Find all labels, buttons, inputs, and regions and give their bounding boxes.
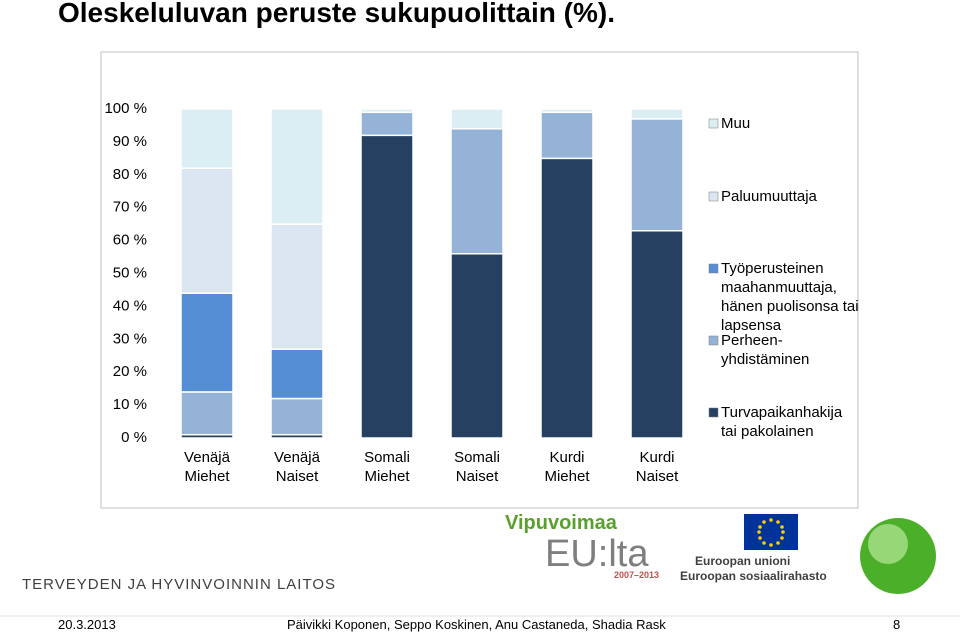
bar-segment (180, 292, 234, 393)
y-tick-label: 90 % (113, 133, 147, 150)
legend-label: Työperusteinen maahanmuuttaja, hänen puo… (721, 260, 859, 334)
bar-segment (180, 108, 234, 169)
logo-thl: TERVEYDEN JA HYVINVOINNIN LAITOS (22, 576, 337, 593)
legend-swatch (708, 335, 719, 346)
x-tick-label: Kurdi Miehet (544, 449, 590, 485)
y-tick-label: 20 % (113, 363, 147, 380)
legend-swatch (708, 263, 719, 274)
bar-segment (450, 127, 504, 255)
bar-segment (540, 108, 594, 114)
y-tick-label: 10 % (113, 396, 147, 413)
bar-segment (630, 108, 684, 120)
bar-segment (360, 108, 414, 114)
footer-authors: Päivikki Koponen, Seppo Koskinen, Anu Ca… (287, 617, 666, 632)
y-tick-label: 40 % (113, 297, 147, 314)
y-tick-label: 30 % (113, 330, 147, 347)
bar-segment (270, 397, 324, 436)
footer-page: 8 (893, 617, 901, 632)
legend-label: Muu (721, 115, 751, 132)
legend-swatch (708, 407, 719, 418)
bar-segment (360, 111, 414, 137)
bar-segment (540, 111, 594, 160)
bar-segment (270, 108, 324, 225)
bar-segment (270, 348, 324, 400)
x-tick-label: Venäjä Miehet (184, 449, 230, 485)
bar-segment (180, 391, 234, 436)
bar-segment (270, 223, 324, 350)
y-tick-label: 80 % (113, 166, 147, 183)
logo-eu-union: Euroopan unioni (695, 554, 791, 568)
bar-segment (450, 108, 504, 130)
y-tick-label: 0 % (121, 429, 147, 446)
legend-label: Turvapaikanhakija tai pakolainen (721, 404, 843, 440)
bar-segment (180, 167, 234, 294)
logo-vipuvoimaa: Vipuvoimaa (505, 512, 617, 534)
globe-highlight (868, 524, 908, 564)
x-tick-label: Somali Miehet (364, 449, 410, 485)
footer-date: 20.3.2013 (58, 617, 116, 632)
bar-segment (450, 253, 504, 439)
legend-label: Paluumuuttaja (721, 188, 817, 205)
x-tick-label: Somali Naiset (454, 449, 500, 485)
logo-esr: Euroopan sosiaalirahasto (680, 569, 827, 583)
logo-eu: EU:lta (545, 533, 649, 575)
x-tick-label: Kurdi Naiset (635, 449, 679, 485)
legend-swatch (708, 191, 719, 202)
bar-segment (360, 134, 414, 439)
y-tick-label: 60 % (113, 232, 147, 249)
y-tick-label: 70 % (113, 199, 147, 216)
eu-stars (757, 518, 785, 547)
slide-title: Oleskeluluvan peruste sukupuolittain (%)… (58, 0, 615, 28)
bar-segment (630, 229, 684, 439)
bar-segment (540, 157, 594, 439)
legend-swatch (708, 118, 719, 129)
logo-years: 2007–2013 (614, 570, 660, 580)
y-tick-label: 100 % (104, 100, 147, 117)
bar-segment (630, 118, 684, 232)
x-tick-label: Venäjä Naiset (274, 449, 320, 485)
y-tick-label: 50 % (113, 264, 147, 281)
legend-label: Perheen-yhdistäminen (721, 332, 810, 368)
